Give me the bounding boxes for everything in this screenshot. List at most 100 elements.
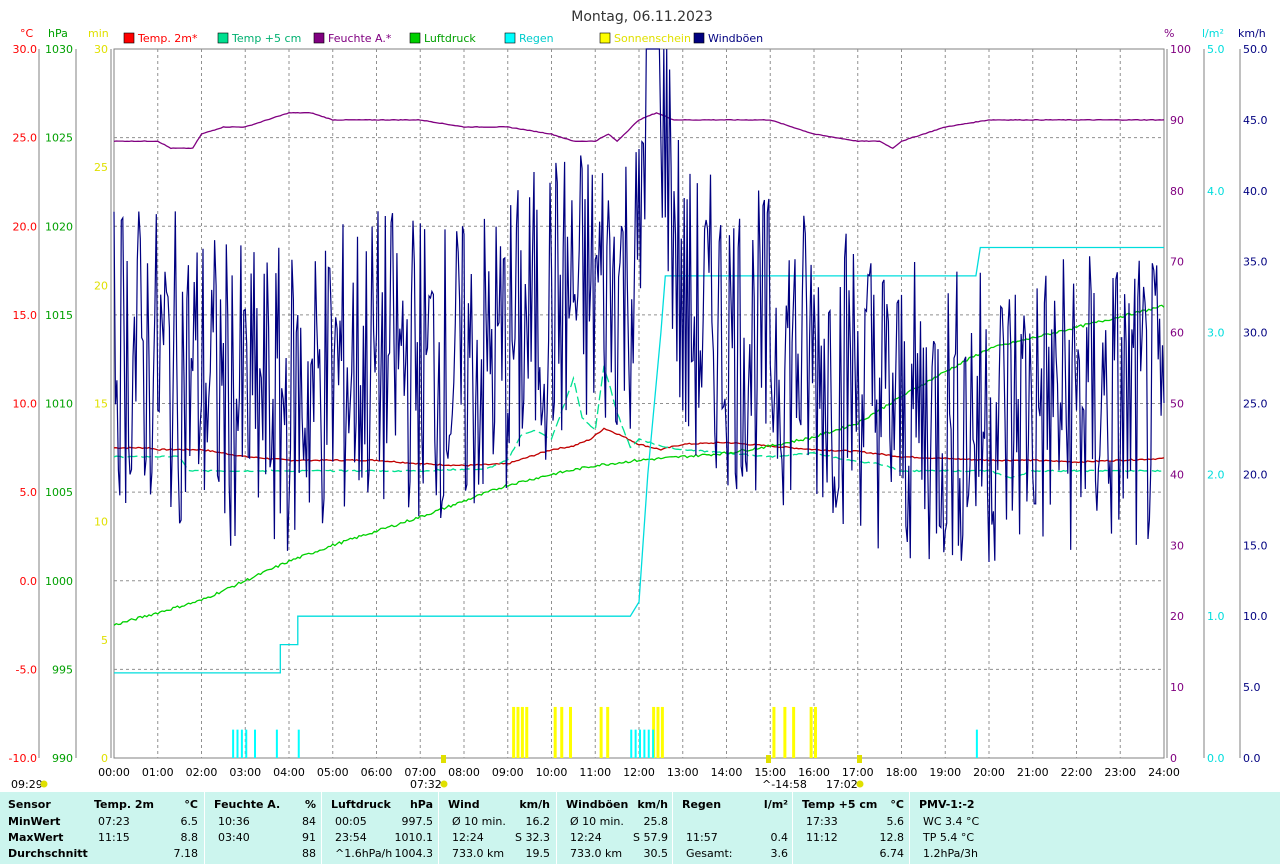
- cell-value: 6.5: [180, 815, 199, 828]
- cell-value: 16.2: [525, 815, 551, 828]
- sunrise-tick: [441, 755, 446, 763]
- cell-label: 07:23: [98, 815, 130, 828]
- cell-value: 6.74: [879, 847, 905, 860]
- cell-label: 23:54: [335, 831, 367, 844]
- stats-panel: Sensor MinWert MaxWert Durchschnitt Temp. 2m…: [0, 792, 1280, 864]
- cell-value: 3.6: [770, 847, 789, 860]
- cell-value: 0.4: [770, 831, 789, 844]
- series-line: [113, 48, 1165, 563]
- row-label: MinWert: [8, 815, 61, 828]
- cell-label: 00:05: [335, 815, 367, 828]
- temp-tick-label: -10.0: [9, 752, 37, 765]
- group-header: Temp +5 cm: [802, 798, 878, 811]
- legend: Temp. 2m* Temp +5 cm Feuchte A.* Luftdruck R…: [123, 32, 763, 45]
- legend-swatch: [217, 32, 229, 44]
- rain-tick-label: 4.0: [1207, 185, 1225, 198]
- humidity-tick-label: 10: [1170, 681, 1184, 694]
- cell-value: 19.5: [525, 847, 551, 860]
- pressure-tick-label: 1010: [45, 398, 73, 411]
- axes: 30.025.020.015.010.05.00.0-5.0-10.010301…: [9, 27, 1268, 765]
- cell-value: 25.8: [643, 815, 669, 828]
- cell-label: 11:57: [686, 831, 718, 844]
- rain-bar: [236, 729, 239, 758]
- pressure-tick-label: 1030: [45, 43, 73, 56]
- legend-swatch: [123, 32, 135, 44]
- x-tick-label: 10:00: [536, 766, 568, 779]
- x-tick-label: 09:00: [492, 766, 524, 779]
- sunshine-bar: [569, 706, 572, 758]
- wind-tick-label: 20.0: [1243, 468, 1268, 481]
- humidity-tick-label: 90: [1170, 114, 1184, 127]
- cell-label: Ø 10 min.: [570, 815, 624, 828]
- x-tick-label: 21:00: [1017, 766, 1049, 779]
- pressure-tick-label: 995: [52, 663, 73, 676]
- x-tick-label: 17:00: [842, 766, 874, 779]
- humidity-tick-label: 80: [1170, 185, 1184, 198]
- humidity-tick-label: 40: [1170, 468, 1184, 481]
- series-line: [113, 111, 1165, 150]
- legend-label: Regen: [519, 32, 554, 45]
- rain-bar: [254, 729, 256, 758]
- humidity-tick-label: 50: [1170, 398, 1184, 411]
- cell-value: 1004.3: [394, 847, 434, 860]
- row-label: Sensor: [8, 798, 51, 811]
- x-tick-label: 15:00: [754, 766, 786, 779]
- x-tick-label: 07:00: [404, 766, 436, 779]
- cell-label: Gesamt:: [686, 847, 733, 860]
- cell-value: 88: [302, 847, 316, 860]
- x-tick-label: 20:00: [973, 766, 1005, 779]
- group-unit: km/h: [519, 798, 550, 811]
- wind-tick-label: 40.0: [1243, 185, 1268, 198]
- group-unit: l/m²: [763, 798, 788, 811]
- temp-tick-label: 5.0: [20, 486, 38, 499]
- rain-bar: [975, 729, 978, 758]
- legend-label: Temp. 2m*: [137, 32, 198, 45]
- rain-bar: [647, 729, 650, 758]
- cell-label: 17:33: [806, 815, 838, 828]
- cell-value: 30.5: [643, 847, 669, 860]
- wind-tick-label: 15.0: [1243, 539, 1268, 552]
- group-header: Feuchte A.: [214, 798, 281, 811]
- cell-label: 733.0 km: [570, 847, 623, 860]
- x-tick-label: 05:00: [317, 766, 349, 779]
- legend-label: Feuchte A.*: [328, 32, 392, 45]
- wind-tick-label: 0.0: [1243, 752, 1261, 765]
- wind-tick-label: 35.0: [1243, 256, 1268, 269]
- humidity-unit-label: %: [1164, 27, 1174, 40]
- pressure-tick-label: 1000: [45, 575, 73, 588]
- rain-tick-label: 5.0: [1207, 43, 1225, 56]
- legend-label: Sonnenschein: [614, 32, 691, 45]
- cell-label: 12:24: [452, 831, 484, 844]
- x-tick-label: 23:00: [1104, 766, 1136, 779]
- cell-value: 91: [302, 831, 316, 844]
- temp-tick-label: 25.0: [13, 132, 38, 145]
- wind-tick-label: 45.0: [1243, 114, 1268, 127]
- x-tick-label: 02:00: [186, 766, 218, 779]
- x-tick-label: 13:00: [667, 766, 699, 779]
- sunshine-tick-label: 10: [94, 516, 108, 529]
- cell-label: 03:40: [218, 831, 250, 844]
- wind-tick-label: 50.0: [1243, 43, 1268, 56]
- sunrise-icon: [440, 780, 448, 788]
- sunshine-bar: [772, 706, 776, 758]
- cell-label: ^1.6hPa/h: [335, 847, 393, 860]
- group-header: Temp. 2m: [94, 798, 154, 811]
- sunshine-bar: [560, 706, 564, 758]
- sunshine-bar: [814, 706, 817, 758]
- cell-label: WC 3.4 °C: [923, 815, 980, 828]
- sunshine-tick-label: 0: [101, 752, 108, 765]
- rain-tick-label: 3.0: [1207, 327, 1225, 340]
- temp-tick-label: 15.0: [13, 309, 38, 322]
- cell-label: 733.0 km: [452, 847, 505, 860]
- rain-unit-label: l/m²: [1202, 27, 1224, 40]
- sun-left-label: 09:29: [11, 778, 43, 791]
- humidity-tick-label: 20: [1170, 610, 1184, 623]
- x-tick-label: 19:00: [929, 766, 961, 779]
- cell-label: 12:24: [570, 831, 602, 844]
- legend-swatch: [693, 32, 705, 44]
- rain-tick-label: 1.0: [1207, 610, 1225, 623]
- column-separator: [438, 792, 439, 864]
- group-header: Regen: [682, 798, 722, 811]
- sunshine-bar: [599, 706, 603, 758]
- temp-tick-label: 20.0: [13, 220, 38, 233]
